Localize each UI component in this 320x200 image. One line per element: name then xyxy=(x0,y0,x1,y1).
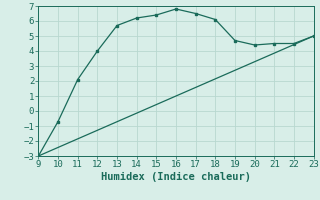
X-axis label: Humidex (Indice chaleur): Humidex (Indice chaleur) xyxy=(101,172,251,182)
